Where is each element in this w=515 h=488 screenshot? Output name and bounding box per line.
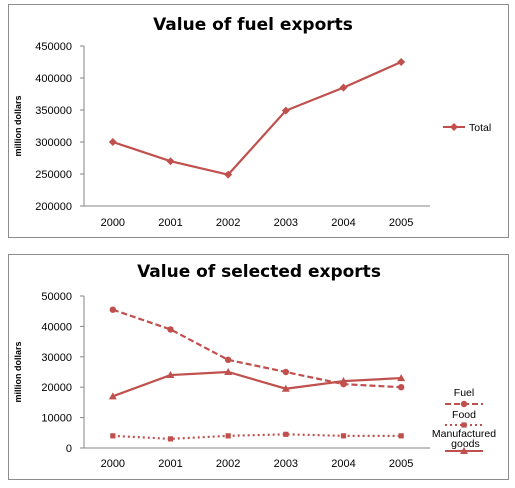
data-point-total [339, 83, 348, 92]
data-point-total [397, 58, 406, 66]
y-tick-label: 450000 [35, 41, 72, 53]
legend-marker [450, 123, 458, 131]
y-tick-label: 400000 [35, 73, 72, 85]
legend-item-manufactured-goods: Manufactured goods [432, 428, 496, 454]
data-point-fuel [109, 306, 117, 313]
y-tick-label: 50000 [41, 291, 72, 303]
x-tick-label: 2005 [389, 217, 413, 229]
data-point-food [110, 433, 116, 439]
data-point-food [398, 433, 404, 439]
data-point-fuel [282, 368, 290, 376]
x-tick-label: 2000 [101, 217, 125, 229]
legend-label: Food [452, 409, 476, 421]
data-point-fuel [397, 384, 405, 391]
series-fuel [109, 306, 405, 391]
y-tick-label: 0 [66, 443, 72, 455]
legend-item-total: Total [443, 122, 491, 134]
y-tick-label: 300000 [35, 137, 72, 149]
y-tick-label: 20000 [41, 382, 72, 394]
x-tick-label: 2004 [331, 458, 355, 470]
legend-item-fuel: Fuel [445, 387, 483, 408]
series-manufactured-goods [108, 368, 406, 400]
data-point-total [224, 170, 233, 179]
x-tick-label: 2002 [216, 217, 240, 229]
x-tick-label: 2003 [274, 217, 298, 229]
legend-marker [460, 447, 468, 454]
data-point-total [108, 138, 117, 146]
y-tick-label: 10000 [41, 413, 72, 425]
y-tick-label: 40000 [41, 321, 72, 333]
data-point-food [167, 436, 174, 442]
fuel-exports-chart: Value of fuel exports 200000 250000 300000 3… [13, 15, 491, 229]
legend-label: Manufactured goods [432, 428, 496, 450]
y-tick-label: 350000 [35, 105, 72, 117]
data-point-food [283, 431, 289, 437]
y-tick-label: 200000 [35, 201, 72, 213]
x-tick-label: 2004 [331, 217, 355, 229]
data-point-manufactured-goods [224, 368, 233, 375]
chart-title: Value of selected exports [137, 262, 381, 282]
data-point-fuel [167, 326, 174, 333]
data-point-food [225, 433, 231, 439]
legend-label: Total [469, 122, 491, 134]
data-point-total [281, 106, 290, 115]
x-tick-label: 2003 [274, 458, 298, 470]
series-line-food [112, 433, 402, 440]
legend-marker [461, 422, 467, 428]
legend-label: Fuel [454, 387, 474, 399]
data-point-food [340, 433, 347, 439]
data-point-fuel [224, 356, 232, 364]
data-point-manufactured-goods [397, 374, 406, 382]
x-tick-label: 2002 [216, 458, 240, 470]
x-tick-label: 2001 [158, 217, 182, 229]
legend-item-food: Food [445, 409, 483, 428]
x-tick-label: 2005 [389, 458, 413, 470]
y-tick-label: 30000 [41, 352, 72, 364]
fuel-exports-chart-panel: Value of fuel exports 200000 250000 300000 3… [8, 4, 509, 238]
chart-title: Value of fuel exports [153, 15, 353, 35]
y-axis-label: million dollars [13, 95, 23, 156]
y-axis-label: million dollars [13, 341, 23, 402]
data-point-manufactured-goods [281, 384, 290, 392]
series-line-total [112, 60, 402, 176]
data-point-total [166, 157, 175, 166]
series-total [108, 58, 406, 179]
x-tick-label: 2000 [101, 458, 125, 470]
y-tick-label: 250000 [35, 169, 72, 181]
x-tick-label: 2001 [158, 458, 182, 470]
data-point-manufactured-goods [108, 392, 117, 400]
series-line-manufactured-goods [112, 370, 402, 398]
series-food [110, 431, 404, 442]
selected-exports-chart: Value of selected exports 0 10000 20000 3000… [13, 262, 496, 470]
data-point-manufactured-goods [166, 371, 175, 379]
legend-marker [460, 400, 468, 408]
selected-exports-chart-panel: Value of selected exports 0 10000 20000 3000… [8, 254, 509, 480]
data-point-manufactured-goods [339, 377, 348, 385]
series-line-fuel [112, 308, 402, 389]
